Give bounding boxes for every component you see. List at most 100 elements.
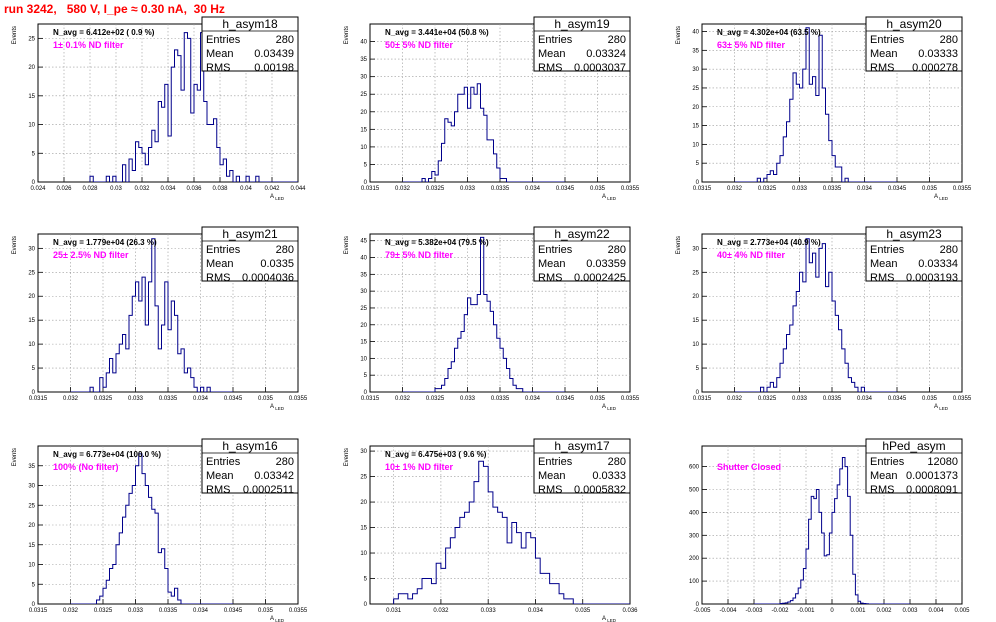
- x-tick-label: -0.005: [693, 608, 711, 614]
- stats-value-rms: 0.0003193: [906, 272, 958, 284]
- navg-annotation: N_avg = 4.302e+04 (63.5 %): [717, 28, 821, 37]
- x-tick-label: 0.036: [622, 608, 638, 614]
- x-tick-label: 0.034: [525, 396, 541, 402]
- stats-box-frame: [865, 438, 963, 494]
- stats-key-rms: RMS: [538, 484, 562, 496]
- y-tick-label: 0: [696, 180, 700, 186]
- y-tick-label: 40: [692, 30, 699, 36]
- x-tick-label: 0.034: [193, 396, 209, 402]
- stats-value-entries: 280: [608, 244, 626, 256]
- filter-label: 25± 2.5% ND filter: [53, 250, 129, 260]
- x-tick-label: 0.032: [134, 186, 150, 192]
- y-tick-label: 20: [692, 105, 699, 111]
- x-axis-title: A LED: [270, 404, 285, 411]
- navg-annotation: N_avg = 2.773e+04 (40.9 %): [717, 238, 821, 247]
- stats-value-rms: 0.0002425: [574, 272, 626, 284]
- stats-value-entries: 280: [276, 34, 294, 46]
- y-tick-label: 20: [28, 294, 35, 300]
- x-tick-label: 0.038: [212, 186, 228, 192]
- x-tick-label: -0.001: [797, 608, 815, 614]
- filter-label: 63± 5% ND filter: [717, 40, 785, 50]
- x-axis-title: A LED: [602, 404, 617, 411]
- x-tick-label: 0.034: [193, 608, 209, 614]
- histogram-name: h_asym17: [554, 439, 610, 453]
- x-tick-label: 0.0355: [621, 186, 640, 192]
- x-axis-title: A LED: [934, 404, 949, 411]
- stats-key-entries: Entries: [870, 244, 905, 256]
- histogram-line: [754, 456, 910, 604]
- x-axis-title: A LED: [602, 194, 617, 201]
- stats-key-entries: Entries: [870, 456, 905, 468]
- y-tick-label: 15: [28, 94, 35, 100]
- x-tick-label: 0.034: [528, 608, 544, 614]
- y-tick-label: 30: [360, 75, 367, 81]
- x-tick-label: 0.0315: [693, 396, 712, 402]
- x-tick-label: 0.002: [876, 608, 892, 614]
- x-tick-label: 0.035: [258, 608, 274, 614]
- filter-label: 100% (No filter): [53, 462, 119, 472]
- y-tick-label: 0: [364, 390, 368, 396]
- stats-key-rms: RMS: [538, 272, 562, 284]
- stats-key-mean: Mean: [206, 48, 234, 60]
- x-tick-label: 0.033: [460, 396, 476, 402]
- x-tick-label: 0.005: [954, 608, 970, 614]
- x-tick-label: 0.032: [395, 396, 411, 402]
- y-tick-label: 35: [360, 57, 367, 63]
- navg-annotation: N_avg = 6.475e+03 ( 9.6 %): [385, 450, 487, 459]
- stats-value-entries: 280: [940, 34, 958, 46]
- y-axis-title: Events: [344, 236, 350, 254]
- histogram-line: [70, 238, 233, 392]
- y-tick-label: 15: [360, 127, 367, 133]
- x-tick-label: 0.0345: [888, 186, 907, 192]
- x-tick-label: 0.001: [850, 608, 866, 614]
- stats-value-rms: 0.0002511: [243, 484, 294, 496]
- stats-key-mean: Mean: [870, 258, 898, 270]
- x-tick-label: 0.033: [128, 608, 144, 614]
- y-tick-label: 5: [696, 366, 700, 372]
- histogram-line: [734, 27, 897, 182]
- histogram-name: h_asym16: [222, 439, 278, 453]
- x-tick-label: 0.028: [82, 186, 98, 192]
- x-tick-label: 0.035: [922, 396, 938, 402]
- stats-box-frame: [533, 16, 631, 72]
- stats-key-rms: RMS: [870, 484, 894, 496]
- y-tick-label: 20: [692, 294, 699, 300]
- stats-value-mean: 0.03324: [586, 48, 626, 60]
- stats-key-rms: RMS: [206, 62, 230, 74]
- y-tick-label: 15: [28, 318, 35, 324]
- x-tick-label: 0.035: [590, 396, 606, 402]
- x-tick-label: 0.0355: [621, 396, 640, 402]
- y-tick-label: 0: [32, 390, 36, 396]
- x-tick-label: 0.033: [481, 608, 497, 614]
- y-axis-title: Events: [676, 236, 682, 254]
- x-axis-title: A LED: [602, 616, 617, 622]
- y-axis-title: Events: [12, 236, 18, 254]
- x-tick-label: 0.0315: [693, 186, 712, 192]
- stats-value-entries: 280: [608, 34, 626, 46]
- y-tick-label: 5: [364, 162, 368, 168]
- stats-value-mean: 0.0333: [592, 470, 626, 482]
- stats-value-entries: 280: [608, 456, 626, 468]
- histogram-line: [402, 83, 565, 182]
- stats-value-rms: 0.0004036: [242, 272, 294, 284]
- stats-box-frame: [533, 226, 631, 282]
- histogram-panel-h_asym21: 0.0315 0.032 0.0325 0.033 0.0335 0.034 0.0345 0…: [12, 226, 308, 411]
- histogram-line: [70, 453, 233, 604]
- x-tick-label: 0.033: [792, 186, 808, 192]
- stats-box: h_asym21 Entries 280 Mean 0.0335 RMS 0.0004036: [201, 226, 299, 284]
- y-tick-label: 10: [360, 356, 367, 362]
- x-tick-label: 0.032: [433, 608, 449, 614]
- filter-label: 10± 1% ND filter: [385, 462, 453, 472]
- y-axis-title: Events: [344, 448, 350, 466]
- navg-annotation: N_avg = 3.441e+04 (50.8 %): [385, 28, 489, 37]
- x-tick-label: 0.034: [160, 186, 176, 192]
- y-tick-label: 0: [364, 602, 368, 608]
- y-tick-label: 10: [692, 142, 699, 148]
- histogram-line: [402, 236, 565, 392]
- histogram-line: [393, 460, 630, 604]
- x-tick-label: 0.034: [525, 186, 541, 192]
- histogram-panel-h_asym22: 0.0315 0.032 0.0325 0.033 0.0335 0.034 0.0345 0…: [344, 226, 640, 411]
- navg-annotation: N_avg = 6.773e+04 (100.0 %): [53, 450, 161, 459]
- y-tick-label: 30: [692, 67, 699, 73]
- y-tick-label: 45: [360, 239, 367, 245]
